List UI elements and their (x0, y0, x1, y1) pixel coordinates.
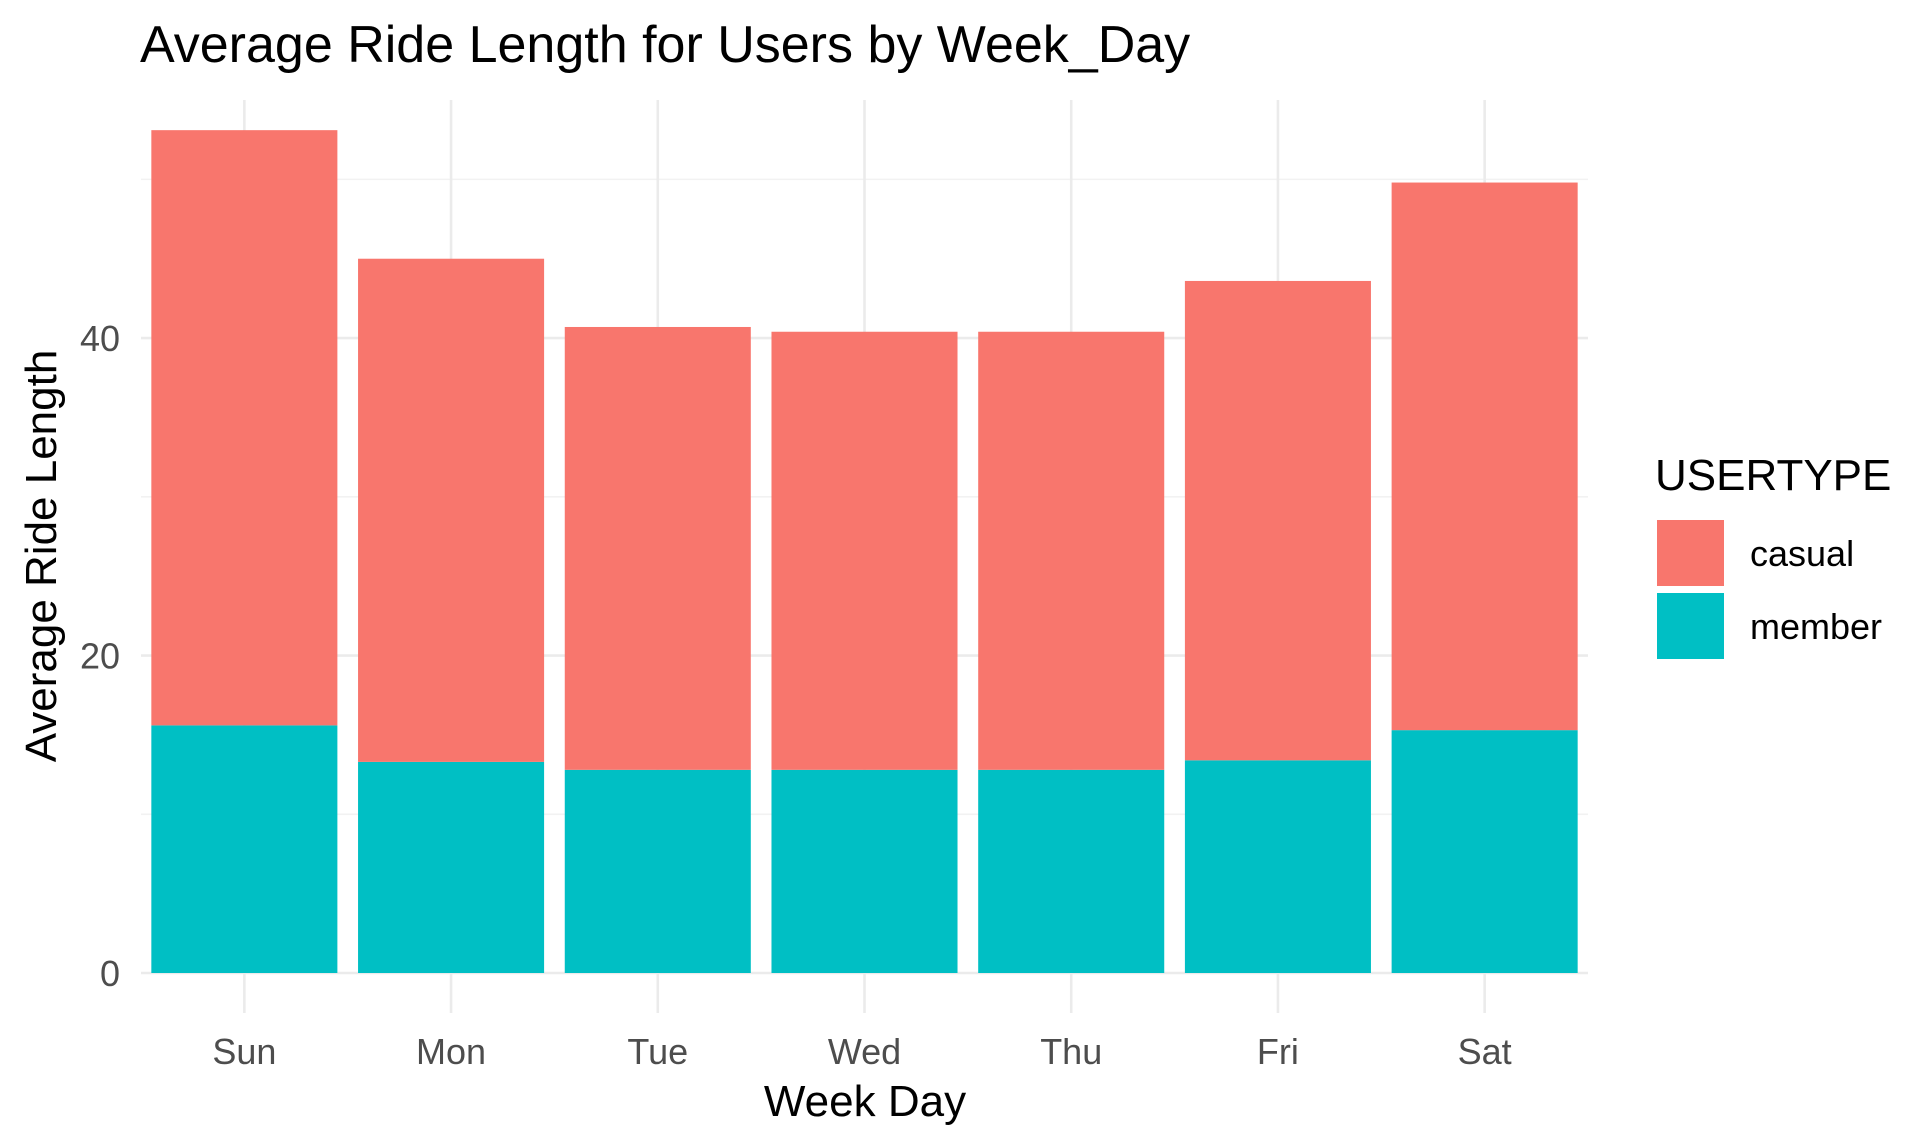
bar-member-wed (771, 769, 958, 973)
bars (151, 130, 1578, 973)
y-tick-label: 40 (80, 318, 120, 359)
x-tick-labels: Sun Mon Tue Wed Thu Fri Sat (212, 1031, 1511, 1072)
bar-casual-mon (358, 258, 545, 762)
chart-title: Average Ride Length for Users by Week_Da… (140, 16, 1190, 74)
legend-label-member: member (1750, 606, 1882, 647)
x-tick-label: Wed (828, 1031, 901, 1072)
x-tick-label: Sun (212, 1031, 276, 1072)
y-axis-title: Average Ride Length (17, 350, 66, 763)
x-axis-title: Week Day (764, 1077, 966, 1126)
x-tick-label: Thu (1040, 1031, 1102, 1072)
x-tick-label: Fri (1257, 1031, 1299, 1072)
bar-casual-sat (1391, 182, 1578, 731)
bar-member-thu (978, 769, 1165, 973)
x-tick-label: Mon (416, 1031, 486, 1072)
legend-swatch-member (1657, 593, 1724, 659)
x-tick-label: Tue (627, 1031, 688, 1072)
legend-label-casual: casual (1750, 533, 1854, 574)
bar-casual-fri (1184, 280, 1371, 761)
bar-casual-thu (978, 331, 1165, 770)
legend: USERTYPE casual member (1655, 451, 1891, 659)
bar-member-mon (358, 761, 545, 973)
bar-casual-wed (771, 331, 958, 770)
y-tick-label: 0 (100, 953, 120, 994)
legend-swatch-casual (1657, 520, 1724, 586)
bar-casual-tue (564, 326, 751, 770)
x-tick-label: Sat (1458, 1031, 1512, 1072)
bar-member-sat (1391, 730, 1578, 973)
y-tick-labels: 0 20 40 (80, 318, 120, 994)
bar-member-tue (564, 769, 751, 973)
bar-member-fri (1184, 760, 1371, 973)
bar-casual-sun (151, 130, 338, 726)
bar-member-sun (151, 725, 338, 973)
y-tick-label: 20 (80, 636, 120, 677)
legend-title: USERTYPE (1655, 451, 1891, 500)
